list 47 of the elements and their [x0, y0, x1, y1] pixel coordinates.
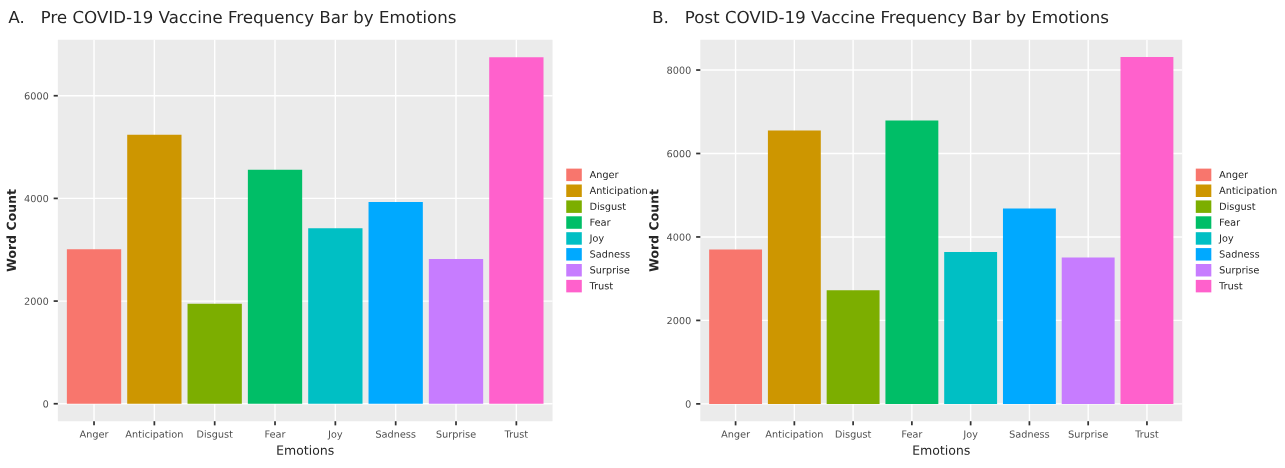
x-tick-label: Surprise	[1068, 430, 1108, 440]
y-tick-label: 4000	[667, 233, 691, 241]
x-tick-label: Fear	[902, 430, 923, 438]
x-axis-title: Emotions	[277, 445, 334, 455]
legend-label: Disgust	[1220, 202, 1256, 212]
x-tick-label: Sadness	[376, 430, 416, 438]
x-tick-label: Disgust	[197, 430, 233, 440]
x-tick-label: Anticipation	[765, 430, 823, 440]
x-tick-label: Anticipation	[125, 430, 183, 440]
x-tick-label: Sadness	[1009, 430, 1050, 438]
legend-label: Joy	[589, 234, 604, 244]
x-tick-label: Joy	[962, 430, 978, 440]
y-tick-label: 6000	[24, 92, 49, 100]
legend-label: Trust	[1219, 282, 1243, 290]
legend-label: Anticipation	[589, 186, 647, 196]
legend-label: Disgust	[590, 202, 626, 212]
x-tick-label: Trust	[1135, 430, 1159, 438]
legend-label: Fear	[590, 218, 611, 226]
x-tick-label: Surprise	[436, 430, 476, 440]
y-tick-label: 0	[43, 400, 49, 408]
chart-title: B. Post COVID-19 Vaccine Frequency Bar by Emotions	[653, 10, 1109, 27]
y-tick-label: 6000	[667, 149, 691, 158]
x-tick-label: Anger	[79, 430, 109, 440]
x-tick-label: Trust	[504, 430, 528, 438]
y-tick-label: 0	[685, 400, 691, 408]
y-tick-label: 4000	[24, 194, 49, 203]
x-tick-label: Anger	[721, 430, 751, 440]
legend-label: Surprise	[590, 266, 630, 276]
legend-label: Anticipation	[1219, 186, 1277, 196]
x-tick-label: Joy	[327, 430, 343, 440]
y-tick-label: 2000	[667, 316, 691, 325]
y-axis-title: Word Count	[6, 189, 17, 272]
legend-label: Sadness	[1219, 250, 1260, 258]
y-axis-title: Word Count	[648, 189, 659, 272]
legend-label: Surprise	[1219, 266, 1259, 276]
legend-label: Anger	[589, 170, 619, 181]
x-tick-label: Disgust	[835, 430, 872, 440]
chart-title: A. Pre COVID-19 Vaccine Frequency Bar by Emotions	[8, 10, 456, 27]
legend-label: Joy	[1218, 234, 1234, 244]
legend-label: Anger	[1219, 170, 1249, 181]
legend-label: Fear	[1220, 218, 1241, 226]
x-axis-title: Emotions	[913, 445, 970, 455]
y-tick-label: 8000	[667, 66, 691, 74]
legend-label: Trust	[589, 282, 613, 290]
y-tick-label: 2000	[24, 297, 49, 305]
x-tick-label: Fear	[265, 430, 286, 438]
legend-label: Sadness	[590, 250, 630, 258]
